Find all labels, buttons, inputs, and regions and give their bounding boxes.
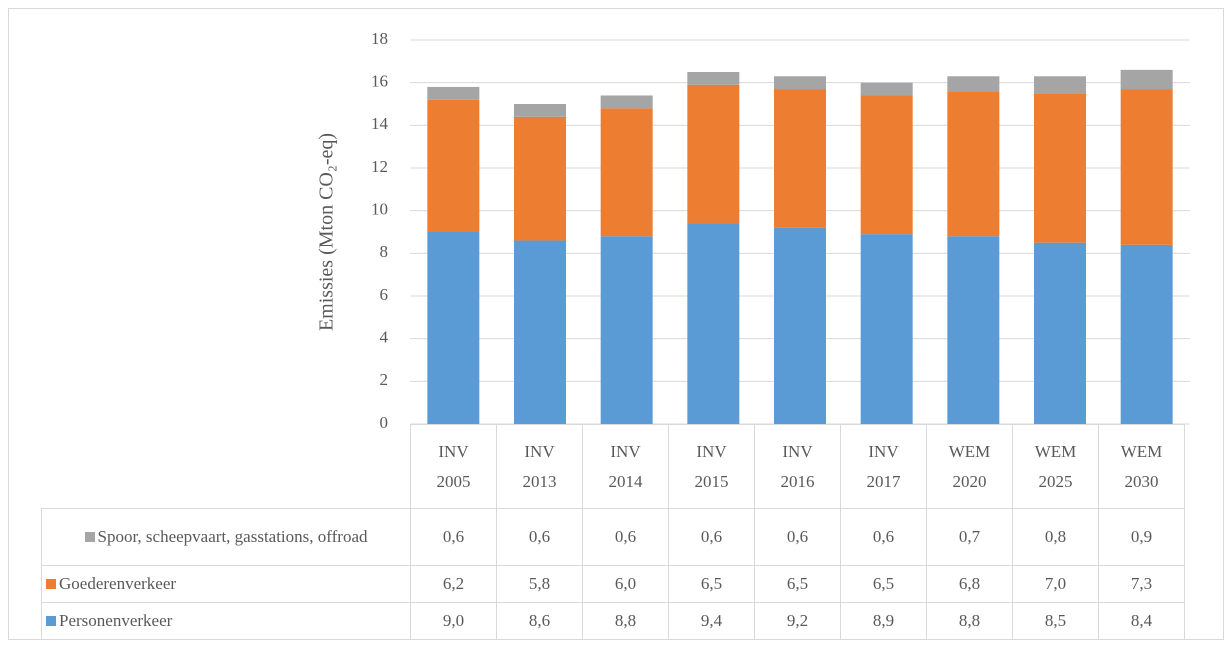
data-label: 9,4 xyxy=(668,602,755,640)
data-label: 7,3 xyxy=(1098,565,1185,603)
bar-segment xyxy=(947,236,1000,424)
y-tick-label: 14 xyxy=(371,114,389,133)
bar-segment xyxy=(1034,93,1086,243)
data-label: 8,6 xyxy=(496,602,583,640)
category-label: WEM 2020 xyxy=(926,424,1013,509)
category-label: INV 2017 xyxy=(840,424,927,509)
data-label: 8,8 xyxy=(582,602,669,640)
bar-segment xyxy=(860,82,913,96)
bar-segment xyxy=(600,236,653,424)
data-label: 5,8 xyxy=(496,565,583,603)
data-label: 8,8 xyxy=(926,602,1013,640)
bar-segment xyxy=(687,72,740,85)
data-label: 6,5 xyxy=(754,565,841,603)
bar-segment xyxy=(514,116,566,241)
legend-label: Goederenverkeer xyxy=(59,574,177,593)
data-label: 0,6 xyxy=(410,508,497,566)
y-tick-label: 12 xyxy=(371,157,388,176)
table-row: Personenverkeer 9,0 8,6 8,8 9,4 9,2 8,9 8,8 8,5 8… xyxy=(41,602,1185,640)
y-tick-label: 16 xyxy=(371,72,388,91)
category-label: WEM 2025 xyxy=(1012,424,1099,509)
y-tick-label: 0 xyxy=(380,413,389,432)
legend-swatch xyxy=(46,579,56,589)
bar-segment xyxy=(514,240,566,424)
series-cell: Spoor, scheepvaart, gasstations, offroad xyxy=(41,508,411,566)
bar-segment xyxy=(687,223,740,424)
data-label: 9,2 xyxy=(754,602,841,640)
legend-swatch xyxy=(46,616,56,626)
bar-segment xyxy=(427,99,480,232)
legend-label: Spoor, scheepvaart, gasstations, offroad xyxy=(97,527,368,546)
bar-segment xyxy=(427,86,480,100)
data-label: 6,0 xyxy=(582,565,669,603)
bar-segment xyxy=(774,76,826,90)
series-cell: Goederenverkeer xyxy=(41,565,411,603)
data-label: 8,5 xyxy=(1012,602,1099,640)
category-label: INV 2013 xyxy=(496,424,583,509)
series-cell: Personenverkeer xyxy=(41,602,411,640)
bar-segment xyxy=(1120,69,1173,90)
category-label: INV 2016 xyxy=(754,424,841,509)
category-label: WEM 2030 xyxy=(1098,424,1185,509)
chart-frame xyxy=(8,8,1224,640)
data-label: 6,8 xyxy=(926,565,1013,603)
data-label: 0,7 xyxy=(926,508,1013,566)
category-label: INV 2014 xyxy=(582,424,669,509)
bar-segment xyxy=(860,95,913,235)
data-label: 0,8 xyxy=(1012,508,1099,566)
y-tick-label: 6 xyxy=(380,285,389,304)
data-label: 0,6 xyxy=(582,508,669,566)
data-label: 6,5 xyxy=(668,565,755,603)
data-label: 0,6 xyxy=(840,508,927,566)
data-label: 0,9 xyxy=(1098,508,1185,566)
bar-segment xyxy=(860,234,913,424)
data-label: 9,0 xyxy=(410,602,497,640)
y-tick-label: 2 xyxy=(380,370,389,389)
data-label: 0,6 xyxy=(496,508,583,566)
data-label: 0,6 xyxy=(754,508,841,566)
legend-label: Personenverkeer xyxy=(59,611,173,630)
bar-segment xyxy=(427,232,480,424)
data-label: 6,5 xyxy=(840,565,927,603)
category-label: INV 2015 xyxy=(668,424,755,509)
bar-segment xyxy=(947,91,1000,237)
table-corner xyxy=(41,424,411,509)
bar-segment xyxy=(687,84,740,224)
data-label: 7,0 xyxy=(1012,565,1099,603)
category-label: INV 2005 xyxy=(410,424,497,509)
table-row: Goederenverkeer 6,2 5,8 6,0 6,5 6,5 6,5 6,8 7,0 7… xyxy=(41,565,1185,603)
bar-segment xyxy=(774,227,826,424)
bar-segment xyxy=(1034,242,1086,424)
bar-segment xyxy=(514,104,566,117)
bar-segment xyxy=(774,89,826,228)
y-tick-label: 10 xyxy=(371,200,388,219)
table-row: Spoor, scheepvaart, gasstations, offroad… xyxy=(41,508,1185,566)
data-label: 0,6 xyxy=(668,508,755,566)
y-axis-label: Emissies (Mton CO₂-eq) xyxy=(316,133,338,331)
bar-segment xyxy=(1034,76,1086,94)
y-tick-label: 8 xyxy=(380,242,389,261)
data-label: 6,2 xyxy=(410,565,497,603)
bar-segment xyxy=(600,108,653,237)
bar-segment xyxy=(1120,89,1173,245)
table-header-row: INV 2005 INV 2013 INV 2014 INV 2015 INV 2016… xyxy=(41,424,1185,509)
data-label: 8,4 xyxy=(1098,602,1185,640)
bar-segment xyxy=(1120,244,1173,424)
data-table: INV 2005 INV 2013 INV 2014 INV 2015 INV 2016… xyxy=(41,424,1185,640)
bar-segment xyxy=(600,95,653,109)
y-tick-label: 4 xyxy=(380,328,389,347)
y-tick-label: 18 xyxy=(371,29,388,48)
bar-segment xyxy=(947,76,1000,92)
legend-swatch xyxy=(84,532,95,542)
data-label: 8,9 xyxy=(840,602,927,640)
